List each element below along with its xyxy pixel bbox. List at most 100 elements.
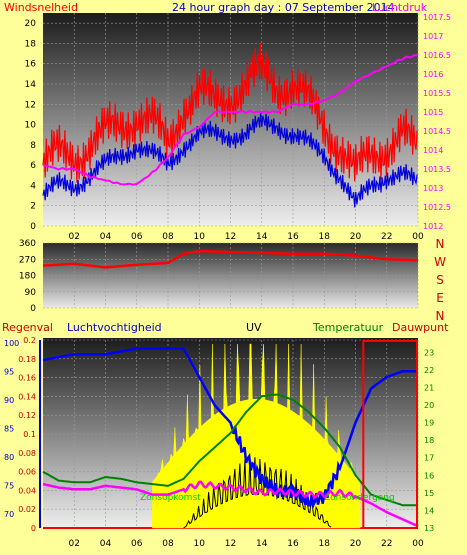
x-tick-label: 12 [225,232,236,242]
rain-label: Regenval [2,321,53,334]
y-tick-label-pressure: 1015 [423,108,443,117]
y-tick-label-rain: 0.18 [18,355,36,364]
y-tick-label-temperature: 15 [424,489,434,498]
y-tick-label-rain: 0.2 [23,336,36,345]
y-tick-label-rain: 0.14 [18,392,36,401]
x-tick-label: 18 [319,539,331,549]
x-tick-label: 06 [131,232,143,242]
x-tick-label: 20 [350,232,362,242]
x-tick-label: 22 [381,232,392,242]
y-tick-label-temperature: 14 [424,506,434,515]
y-tick-label-pressure: 1012.5 [423,203,451,212]
y-tick-label-humidity: 85 [4,424,14,433]
y-tick-label-pressure: 1015.5 [423,89,451,98]
y-tick-label-temperature: 22 [424,366,434,375]
y-tick-label-humidity: 90 [4,396,14,405]
wind-direction-line [42,249,419,269]
wind-speed-label: Windsnelheid [4,1,78,14]
x-tick-label: 04 [100,232,112,242]
y-tick-label-pressure: 1016 [423,70,443,79]
compass-label: W [434,255,446,269]
dewpoint-label: Dauwpunt [392,321,449,334]
y-tick-label-temperature: 19 [424,419,434,428]
x-tick-label: 22 [381,539,392,549]
y-tick-label-pressure: 1017.5 [423,13,451,22]
uv-label: UV [246,321,262,334]
compass-label: S [436,273,444,287]
y-tick-label-rain: 0.06 [18,468,36,477]
y-tick-label-rain: 0.1 [23,430,36,439]
y-tick-label-wind: 10 [25,121,37,131]
y-tick-label-pressure: 1014 [423,146,443,155]
y-tick-label-direction: 180 [19,272,36,282]
y-tick-label-temperature: 21 [424,383,434,392]
compass-label: N [436,309,445,323]
x-tick-label: 18 [319,232,331,242]
sunrise-label: Zonsopkomst [140,493,201,503]
x-tick-label: 04 [100,539,112,549]
temperature-label: Temperatuur [312,321,384,334]
dewpoint-line [42,480,419,528]
x-tick-label: 08 [162,539,174,549]
y-tick-label-rain: 0.12 [18,411,36,420]
x-tick-label: 02 [69,232,80,242]
y-tick-label-direction: 360 [19,239,36,249]
x-tick-label: 14 [256,539,268,549]
y-tick-label-humidity: 80 [4,453,14,462]
y-tick-label-humidity: 100 [4,339,19,348]
y-tick-label-humidity: 75 [4,481,14,490]
y-tick-label-humidity: 70 [4,510,14,519]
y-tick-label-wind: 20 [25,19,37,29]
y-tick-label-pressure: 1017 [423,32,443,41]
y-tick-label-wind: 6 [30,161,36,171]
x-tick-label: 14 [256,232,268,242]
rain-period-box [362,340,418,529]
y-tick-label-wind: 16 [25,60,37,70]
pressure-line [42,54,419,186]
y-tick-label-pressure: 1013 [423,184,443,193]
y-tick-label-wind: 8 [30,141,36,151]
sunset-label: Zonsondergang [324,493,395,503]
compass-label: N [436,237,445,251]
y-tick-label-rain: 0.02 [18,505,36,514]
y-tick-label-temperature: 23 [424,348,434,357]
y-tick-label-pressure: 1013.5 [423,165,451,174]
y-tick-label-wind: 18 [25,39,37,49]
x-tick-label: 00 [412,232,424,242]
x-tick-label: 10 [194,539,206,549]
wind-speed-line [42,42,418,183]
x-tick-label: 12 [225,539,236,549]
x-tick-label: 08 [162,232,174,242]
y-tick-label-direction: 0 [30,304,36,314]
y-tick-label-pressure: 1014.5 [423,127,451,136]
x-tick-label: 00 [412,539,424,549]
x-tick-label: 20 [350,539,362,549]
humidity-line [42,347,418,510]
chart-title: 24 hour graph day : 07 September 2014 [172,1,395,14]
y-tick-label-direction: 90 [25,288,37,298]
y-tick-label-temperature: 17 [424,454,434,463]
y-tick-label-wind: 2 [30,202,36,212]
y-tick-label-rain: 0.16 [18,374,36,383]
pressure-label: Luchtdruk [372,1,428,14]
temperature-line [42,393,418,507]
y-tick-label-wind: 12 [25,100,36,110]
y-tick-label-rain: 0.04 [18,486,36,495]
y-tick-label-temperature: 16 [424,471,434,480]
wind-gust-line [42,111,418,208]
y-tick-label-rain: 0.08 [18,449,36,458]
x-tick-label: 06 [131,539,143,549]
humidity-label: Luchtvochtigheid [67,321,162,334]
y-tick-label-wind: 4 [30,181,36,191]
y-tick-label-pressure: 1012 [423,222,443,231]
y-tick-label-wind: 14 [25,80,37,90]
y-tick-label-temperature: 18 [424,436,434,445]
compass-label: E [436,291,444,305]
y-tick-label-temperature: 20 [424,401,434,410]
y-tick-label-rain: 0 [31,524,36,533]
x-tick-label: 16 [287,232,299,242]
y-tick-label-temperature: 13 [424,524,434,533]
x-tick-label: 10 [194,232,206,242]
